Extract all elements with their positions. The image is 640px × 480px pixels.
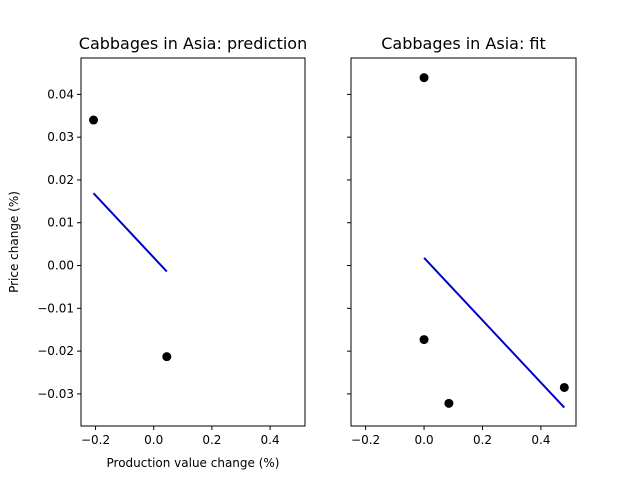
y-tick-label: 0.04 <box>47 87 74 101</box>
chart-title: Cabbages in Asia: fit <box>381 34 546 53</box>
axes-frame <box>80 57 306 427</box>
chart-title: Cabbages in Asia: prediction <box>79 34 307 53</box>
fit-line <box>423 257 566 409</box>
data-point <box>444 398 454 408</box>
x-tick-label: −0.2 <box>81 433 110 447</box>
y-tick-label: −0.03 <box>37 387 74 401</box>
data-point <box>419 335 429 345</box>
axes-frame <box>350 57 577 427</box>
y-tick-label: 0.00 <box>47 259 74 273</box>
x-tick-label: 0.4 <box>261 433 280 447</box>
y-tick-label: 0.02 <box>47 173 74 187</box>
x-tick-label: 0.4 <box>531 433 550 447</box>
data-point <box>89 115 99 125</box>
x-tick-label: 0.2 <box>473 433 492 447</box>
y-tick-label: 0.03 <box>47 130 74 144</box>
x-tick-label: 0.2 <box>202 433 221 447</box>
data-point <box>162 352 172 362</box>
x-tick-label: 0.0 <box>415 433 434 447</box>
y-tick-label: −0.02 <box>37 344 74 358</box>
data-point <box>419 73 429 83</box>
data-point <box>559 382 569 392</box>
y-axis-label: Price change (%) <box>7 191 21 293</box>
x-tick-label: −0.2 <box>351 433 380 447</box>
subplot-2: Cabbages in Asia: fit −0.2 0.0 0.2 0.4 <box>347 34 577 447</box>
x-axis-label: Production value change (%) <box>107 456 280 470</box>
x-tick-label: 0.0 <box>144 433 163 447</box>
y-tick-label: −0.01 <box>37 301 74 315</box>
y-tick-label: 0.01 <box>47 216 74 230</box>
subplot-1: Cabbages in Asia: prediction −0.2 0.0 0.2 0.… <box>7 34 307 470</box>
fit-line <box>92 192 168 273</box>
